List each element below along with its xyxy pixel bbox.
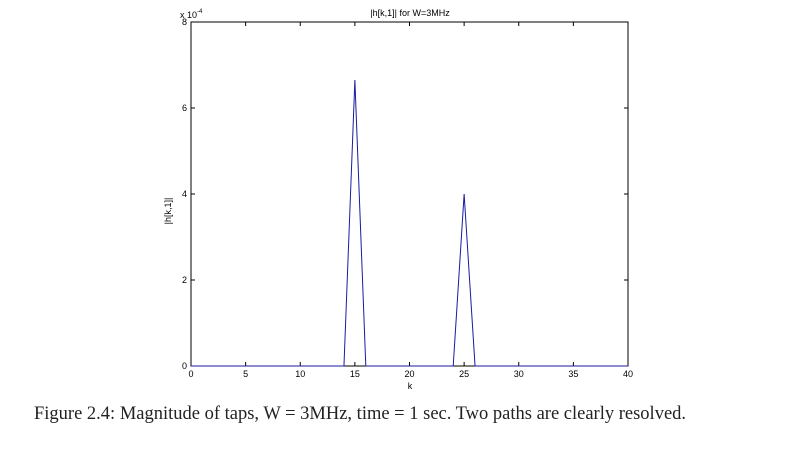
series-group (191, 80, 628, 367)
y-tick-label: 6 (182, 103, 187, 113)
x-tick-label: 20 (404, 369, 414, 379)
x-tick-label: 0 (188, 369, 193, 379)
figure: 0 5 10 15 20 25 30 35 40 0 2 4 6 8 |h[k,1]| for W=3MH… (163, 8, 633, 391)
y-tick-label: 2 (182, 275, 187, 285)
x-tick-label: 5 (243, 369, 248, 379)
y-axis-label: |h[k,1]| (163, 198, 173, 225)
x-tick-label: 30 (514, 369, 524, 379)
axes-frame (190, 21, 629, 367)
chart: 0 5 10 15 20 25 30 35 40 0 2 4 6 8 |h[k,1]| for W=3MH… (163, 8, 633, 391)
y-scale-multiplier: x 10-4 (180, 9, 203, 20)
chart-title: |h[k,1]| for W=3MHz (370, 8, 450, 18)
y-scale-exponent: -4 (197, 9, 203, 15)
series-line (191, 80, 628, 367)
ticks (190, 21, 629, 367)
plot-area (190, 21, 629, 367)
x-tick-label: 15 (350, 369, 360, 379)
x-tick-label: 25 (459, 369, 469, 379)
x-tick-label: 10 (295, 369, 305, 379)
y-tick-label: 8 (182, 17, 187, 27)
y-tick-label: 4 (182, 189, 187, 199)
x-tick-label: 35 (568, 369, 578, 379)
figure-caption: Figure 2.4: Magnitude of taps, W = 3MHz,… (34, 404, 687, 424)
y-tick-label: 0 (182, 361, 187, 371)
x-axis-label: k (408, 381, 413, 391)
x-tick-label: 40 (623, 369, 633, 379)
y-scale-text: x 10 (180, 10, 197, 20)
tick-labels: 0 5 10 15 20 25 30 35 40 0 2 4 6 8 (182, 17, 633, 379)
